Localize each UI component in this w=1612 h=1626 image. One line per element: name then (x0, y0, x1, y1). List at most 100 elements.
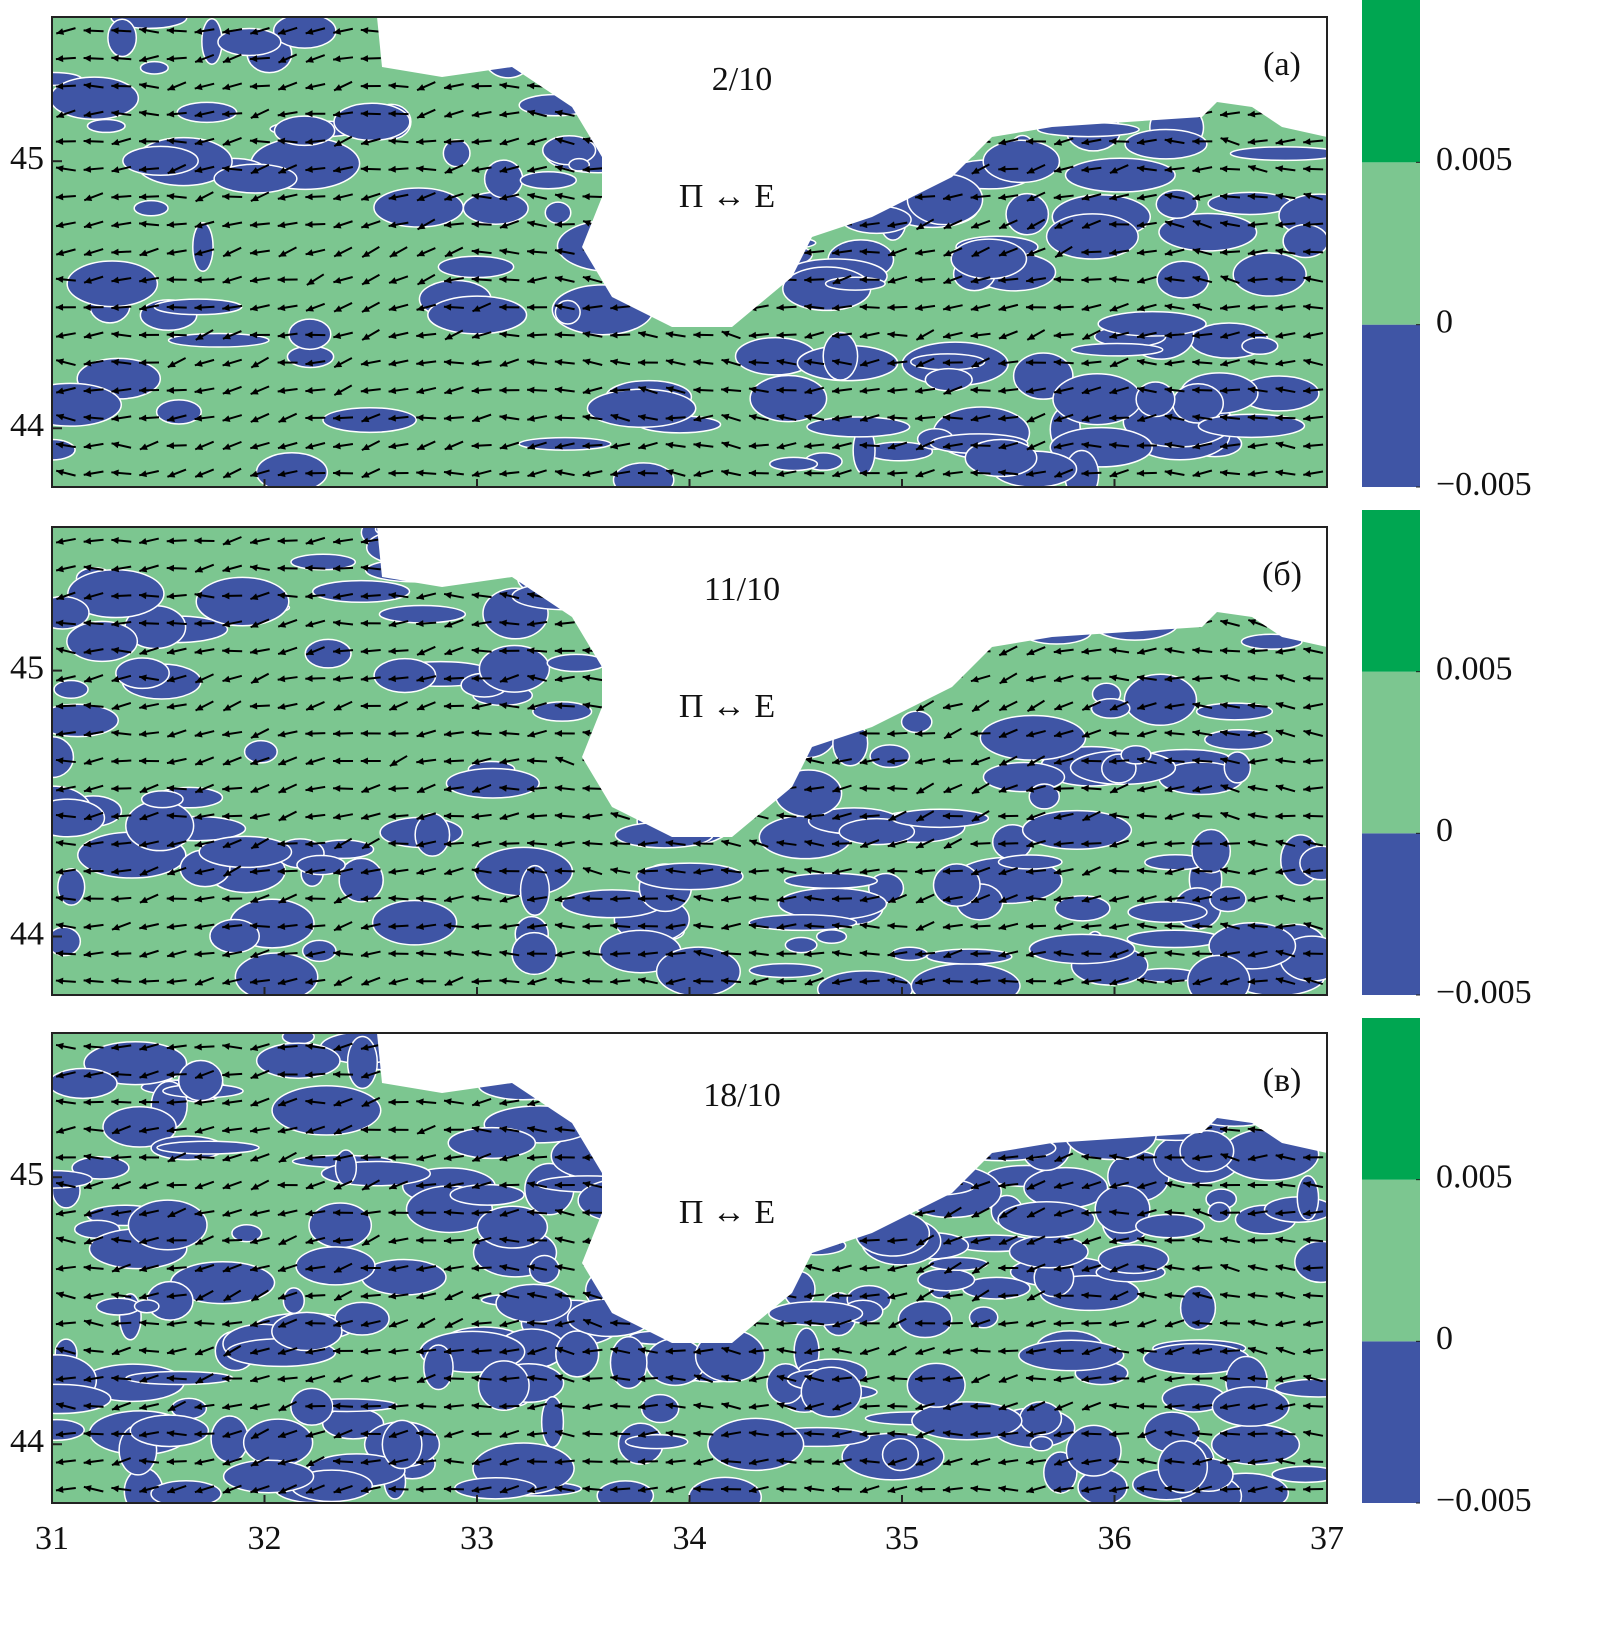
arrow-head (139, 565, 148, 573)
arrow-head (832, 786, 841, 793)
arrow-head (998, 138, 1007, 146)
arrow-head (444, 83, 452, 91)
arrow-head (277, 703, 286, 710)
arrow-head (915, 1485, 923, 1493)
arrow-head (111, 950, 119, 958)
arrow-head (832, 358, 840, 366)
arrow-head (971, 1320, 979, 1328)
arrow-head (55, 1458, 64, 1466)
arrow-head (1136, 840, 1145, 848)
arrow-head (998, 1347, 1006, 1355)
arrow-head (166, 923, 175, 930)
arrow-head (194, 1099, 203, 1106)
arrow-head (970, 1458, 979, 1466)
arrow-head (139, 220, 147, 228)
arrow-head (527, 978, 536, 986)
arrow-head (943, 249, 952, 257)
arrow-head (999, 1211, 1008, 1218)
arrow-head (887, 414, 895, 422)
negative-patch (1210, 1424, 1301, 1466)
arrow-head (83, 1153, 92, 1161)
arrow-head (970, 441, 978, 449)
arrow-head (417, 786, 425, 793)
negative-patch (445, 767, 540, 799)
arrow-head (998, 1458, 1006, 1466)
negative-patch (1135, 1213, 1206, 1239)
arrow-head (360, 647, 369, 655)
negative-patch (596, 1480, 655, 1503)
arrow-head (527, 785, 535, 793)
arrow-head (555, 137, 564, 144)
arrow-head (582, 1347, 591, 1355)
arrow-head (665, 950, 674, 958)
arrow-head (194, 537, 202, 545)
arrow-head (417, 648, 426, 656)
arrow-head (111, 703, 120, 711)
arrow-head (334, 841, 343, 849)
negative-patch (1299, 845, 1327, 881)
arrow-head (776, 303, 784, 311)
arrow-head (1137, 304, 1146, 312)
arrow-head (1109, 647, 1117, 654)
arrow-head (499, 784, 507, 792)
arrow-head (416, 1292, 425, 1300)
arrow-head (166, 137, 175, 145)
arrow-head (443, 922, 452, 930)
arrow-head (222, 83, 231, 91)
arrow-head (1275, 868, 1284, 875)
arrow-head (471, 1320, 480, 1327)
arrow-head (555, 1346, 564, 1354)
arrow-head (610, 1374, 618, 1382)
arrow-head (277, 592, 286, 600)
arrow-head (970, 469, 978, 477)
arrow-head (1136, 469, 1145, 477)
arrow-head (943, 222, 952, 229)
arrow-head (804, 413, 813, 421)
arrow-head (610, 811, 619, 819)
panel-label: (б) (1262, 556, 1302, 593)
arrow-head (804, 276, 812, 284)
arrow-head (1220, 469, 1228, 477)
arrow-head (499, 386, 507, 394)
arrow-head (249, 248, 258, 256)
negative-patch (477, 1360, 530, 1411)
arrow-head (804, 894, 812, 902)
arrow-head (471, 1237, 480, 1245)
arrow-head (55, 757, 64, 765)
arrow-head (139, 165, 147, 173)
arrow-head (804, 1430, 812, 1438)
arrow-head (554, 620, 563, 628)
arrow-head (277, 1375, 286, 1383)
arrow-head (970, 840, 978, 848)
negative-patch (447, 1126, 537, 1160)
arrow-head (776, 331, 784, 339)
negative-patch (414, 812, 451, 857)
arrow-head (637, 469, 646, 477)
arrow-head (499, 702, 508, 709)
arrow-head (665, 1347, 674, 1355)
arrow-head (749, 1458, 757, 1466)
arrow-head (1248, 868, 1256, 876)
arrow-head (1192, 647, 1200, 655)
arrow-head (444, 387, 453, 395)
arrow-head (222, 841, 231, 848)
arrow-head (111, 1070, 119, 1078)
arrow-head (554, 729, 563, 737)
arrow-head (915, 193, 923, 201)
negative-patch (242, 1418, 314, 1467)
arrow-head (333, 1127, 342, 1135)
arrow-head (250, 647, 258, 655)
arrow-head (693, 1430, 701, 1438)
arrow-head (887, 331, 895, 339)
arrow-head (804, 1374, 813, 1382)
arrow-head (915, 443, 924, 450)
arrow-head (1220, 647, 1228, 655)
arrow-head (582, 1485, 590, 1493)
arrow-head (555, 1320, 563, 1328)
arrow-head (55, 1375, 64, 1383)
arrow-head (721, 386, 729, 394)
arrow-head (277, 1043, 286, 1051)
arrow-head (1137, 785, 1145, 793)
arrow-head (527, 1430, 535, 1438)
arrow-head (804, 303, 812, 311)
